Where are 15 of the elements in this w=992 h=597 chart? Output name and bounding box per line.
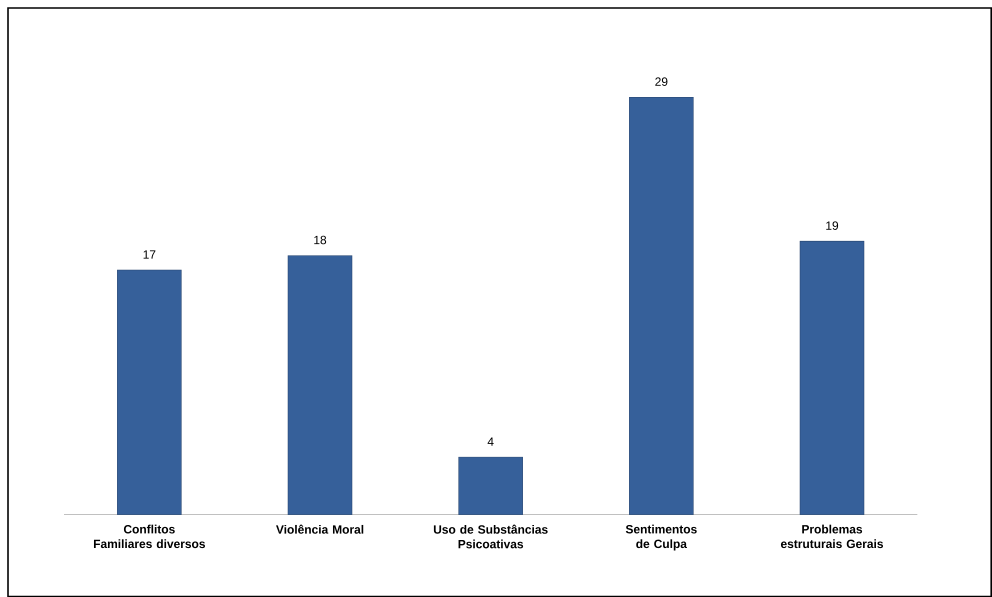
data-label: 17 (144, 250, 156, 258)
bar (458, 456, 523, 515)
bar (629, 96, 694, 515)
x-tick-label: Sentimentos de Culpa (626, 524, 697, 550)
data-label: 18 (314, 236, 326, 244)
bar (800, 240, 864, 515)
bar (117, 270, 182, 515)
x-tick-label: Violência Moral (276, 524, 364, 534)
data-label: 19 (826, 221, 838, 230)
data-label: 29 (655, 77, 668, 86)
x-tick-label: Conflitos Familiares diversos (94, 524, 205, 548)
x-tick-label: Problemas estruturais Gerais (780, 524, 884, 548)
x-tick-label: Uso de Substâncias Psicoativas (434, 524, 548, 548)
data-label: 4 (488, 437, 494, 446)
bar (288, 255, 352, 515)
